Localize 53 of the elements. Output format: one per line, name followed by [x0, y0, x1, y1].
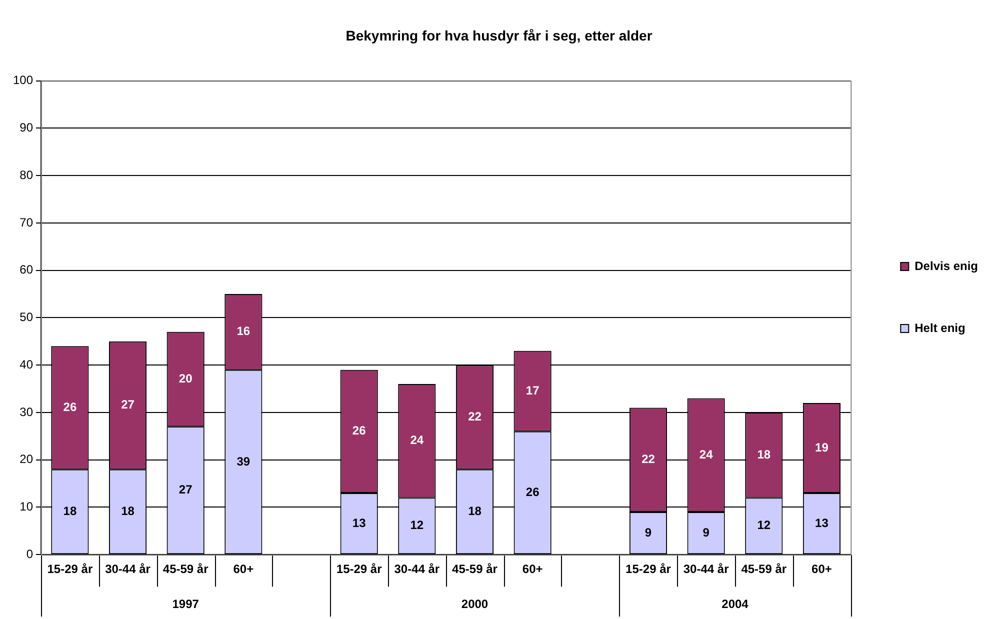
- y-tick-label: 60: [20, 262, 34, 277]
- y-tick-label: 90: [20, 120, 34, 134]
- x-tick-label: 45-59 år: [741, 562, 787, 576]
- data-label: 18: [121, 504, 135, 518]
- data-label: 24: [410, 433, 424, 448]
- y-tick-label: 10: [20, 500, 34, 514]
- data-label: 22: [642, 452, 656, 466]
- data-label: 12: [757, 518, 771, 532]
- x-tick-label: 60+: [522, 562, 543, 576]
- x-tick-label: 30-44 år: [105, 562, 151, 576]
- y-tick-label: 0: [26, 546, 34, 561]
- x-tick-label: 15-29 år: [47, 562, 93, 576]
- x-tick-label: 60+: [233, 562, 254, 576]
- x-tick-label: 60+: [812, 562, 832, 576]
- data-label: 26: [526, 485, 540, 500]
- data-label: 9: [644, 525, 652, 540]
- data-label: 9: [702, 525, 710, 540]
- data-label: 18: [63, 504, 77, 518]
- y-tick-label: 80: [20, 168, 34, 182]
- data-label: 12: [410, 518, 424, 532]
- x-tick-label: 30-44 år: [683, 562, 730, 576]
- text: 1997: [172, 596, 200, 611]
- x-tick-label: 30-44 år: [394, 562, 440, 576]
- y-tick-label: 50: [20, 310, 34, 324]
- y-tick-label: 100: [12, 73, 34, 88]
- y-tick-label: 20: [20, 452, 34, 466]
- data-label: 13: [815, 516, 829, 530]
- data-label: 20: [178, 372, 193, 386]
- x-tick-label: 15-29 år: [336, 562, 382, 576]
- y-tick-label: 40: [20, 357, 34, 372]
- data-label: 27: [121, 398, 135, 412]
- legend-label: Delvis enig: [914, 258, 978, 273]
- data-label: 26: [63, 400, 77, 414]
- data-label: 18: [757, 447, 771, 462]
- data-label: 22: [468, 410, 482, 424]
- data-label: 17: [526, 383, 540, 398]
- x-tick-label: 15-29 år: [626, 562, 672, 576]
- text: 2004: [722, 596, 749, 611]
- data-label: 27: [178, 482, 193, 497]
- data-label: 19: [815, 440, 829, 454]
- x-tick-label: 45-59 år: [162, 562, 209, 576]
- data-label: 16: [236, 324, 250, 338]
- data-label: 18: [468, 504, 482, 518]
- legend-label: Helt enig: [914, 320, 966, 335]
- data-label: 39: [236, 454, 250, 468]
- data-label: 26: [352, 424, 366, 438]
- x-tick-label: 45-59 år: [452, 562, 498, 576]
- data-label: 13: [352, 516, 366, 530]
- chart-title: Bekymring for hva husdyr får i seg, etter alder: [346, 27, 653, 44]
- y-tick-label: 70: [20, 215, 34, 230]
- y-tick-label: 30: [20, 404, 34, 419]
- text: 2000: [461, 596, 488, 611]
- data-label: 24: [699, 447, 714, 462]
